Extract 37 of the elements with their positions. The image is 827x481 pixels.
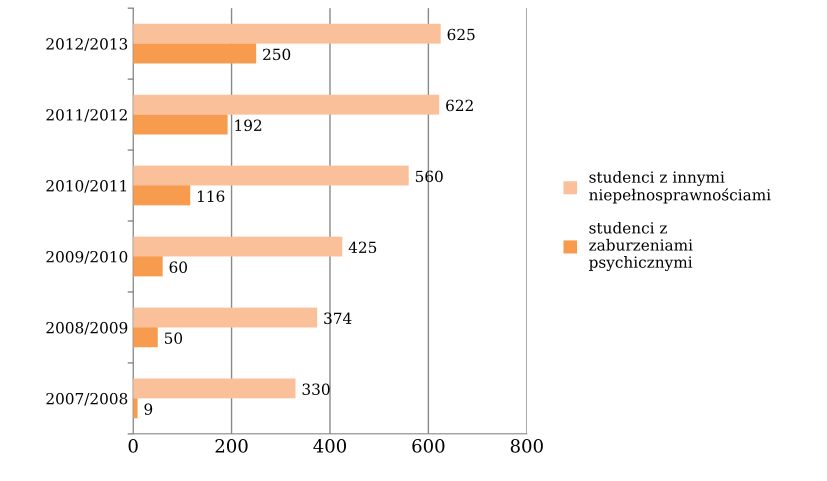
bar <box>133 308 318 328</box>
y-tick-label: 2012/2013 <box>46 38 128 51</box>
x-tick-label: 600 <box>412 439 444 453</box>
bar <box>133 378 296 398</box>
bar <box>133 166 409 186</box>
x-tick-label: 200 <box>216 439 248 453</box>
bar <box>133 114 228 134</box>
bar <box>133 94 440 115</box>
data-label: 50 <box>164 332 182 344</box>
bar <box>133 327 158 348</box>
bar <box>133 398 138 418</box>
x-tick-label: 800 <box>510 439 543 453</box>
data-label: 250 <box>263 48 290 60</box>
data-label: 625 <box>448 28 475 40</box>
data-label: 116 <box>198 190 224 202</box>
data-label: 60 <box>170 261 187 273</box>
bar <box>133 236 342 256</box>
x-tick-label: 0 <box>128 439 138 453</box>
x-tick-label: 400 <box>313 439 346 453</box>
y-tick-label: 2009/2010 <box>46 250 128 264</box>
data-label: 622 <box>446 100 473 112</box>
bar <box>133 24 441 44</box>
bar <box>133 44 256 64</box>
data-label: 374 <box>324 312 352 324</box>
data-label: 425 <box>348 242 376 254</box>
bar <box>133 256 163 276</box>
legend-label: studenci z innymi niepełnosprawnościami <box>589 171 771 204</box>
data-label: 9 <box>144 403 152 415</box>
bar <box>133 186 190 206</box>
y-tick-label: 2011/2012 <box>46 109 127 122</box>
y-tick-label: 2010/2011 <box>46 180 126 193</box>
y-tick-label: 2008/2009 <box>46 322 128 335</box>
data-label: 560 <box>416 170 443 182</box>
data-label: 192 <box>235 120 262 132</box>
y-tick-label: 2007/2008 <box>46 392 128 406</box>
legend-label: studenci z zaburzeniami psychicznymi <box>589 222 693 272</box>
data-label: 330 <box>302 383 330 396</box>
